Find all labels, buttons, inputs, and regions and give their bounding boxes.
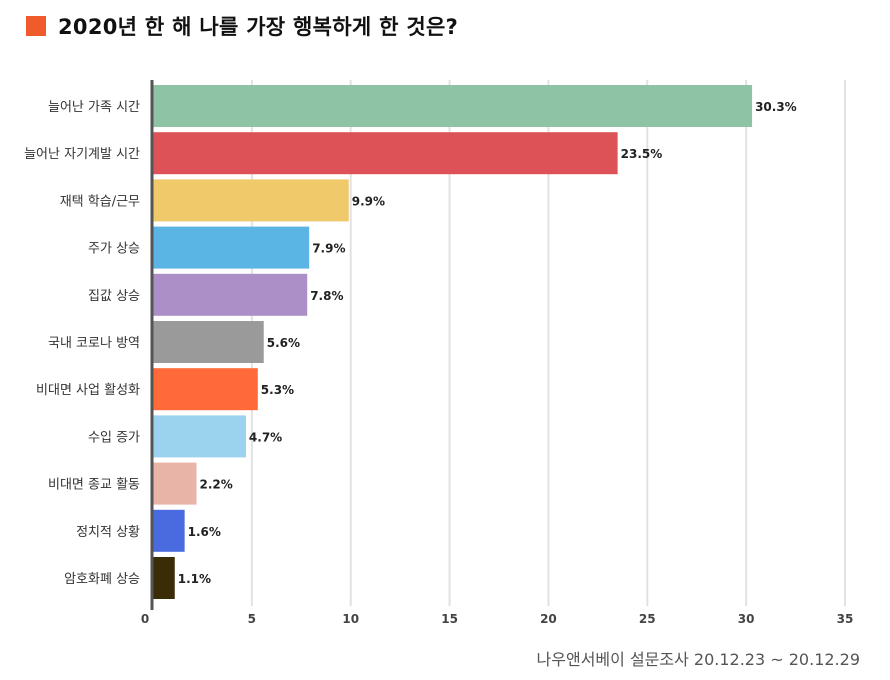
- category-label: 늘어난 자기계발 시간: [24, 147, 140, 162]
- x-tick-label: 35: [837, 612, 854, 626]
- bar: [153, 509, 185, 552]
- value-label: 9.9%: [352, 194, 385, 208]
- bars: [153, 85, 753, 599]
- x-tick-label: 20: [540, 612, 557, 626]
- value-label: 5.3%: [261, 383, 294, 397]
- x-tick-label: 0: [141, 612, 149, 626]
- bar: [153, 415, 246, 458]
- title-marker-square: [26, 16, 46, 36]
- value-label: 30.3%: [755, 100, 797, 114]
- bar: [153, 557, 175, 599]
- value-label: 7.8%: [310, 289, 343, 303]
- bar: [153, 132, 618, 175]
- category-label: 수입 증가: [88, 430, 140, 445]
- category-label: 집값 상승: [88, 289, 140, 304]
- value-label: 4.7%: [249, 430, 282, 444]
- category-label: 주가 상승: [88, 242, 140, 257]
- source-note: 나우앤서베이 설문조사 20.12.23 ~ 20.12.29: [536, 650, 860, 669]
- value-label: 7.9%: [312, 242, 345, 256]
- value-label: 5.6%: [267, 336, 300, 350]
- x-tick-label: 10: [342, 612, 359, 626]
- category-label: 암호화폐 상승: [64, 572, 140, 587]
- bar: [153, 321, 264, 363]
- category-label: 국내 코로나 방역: [48, 336, 140, 351]
- value-labels: 30.3% 23.5% 9.9% 7.9% 7.8% 5.6% 5.3% 4.7% 2.2% 1.…: [178, 100, 797, 586]
- bar: [153, 85, 753, 127]
- bar: [153, 226, 310, 269]
- category-label: 재택 학습/근무: [60, 194, 140, 209]
- bar: [153, 273, 308, 316]
- x-tick-label: 30: [738, 612, 755, 626]
- category-label: 비대면 사업 활성화: [36, 383, 140, 398]
- title-text: 2020년 한 해 나를 가장 행복하게 한 것은?: [58, 15, 459, 39]
- chart-title: 2020년 한 해 나를 가장 행복하게 한 것은?: [26, 10, 458, 42]
- value-label: 1.6%: [188, 525, 221, 539]
- x-tick-label: 25: [639, 612, 656, 626]
- bar: [153, 179, 349, 222]
- x-tick-label: 5: [248, 612, 256, 626]
- category-label: 늘어난 가족 시간: [48, 100, 140, 115]
- x-axis-ticks: 0 5 10 15 20 25 30 35: [141, 612, 854, 626]
- value-label: 2.2%: [199, 478, 232, 492]
- bar: [153, 462, 197, 505]
- category-label: 정치적 상황: [76, 525, 140, 540]
- category-label: 비대면 종교 활동: [48, 478, 140, 493]
- value-label: 23.5%: [621, 147, 663, 161]
- bar: [153, 368, 258, 411]
- value-label: 1.1%: [178, 572, 211, 586]
- x-tick-label: 15: [441, 612, 458, 626]
